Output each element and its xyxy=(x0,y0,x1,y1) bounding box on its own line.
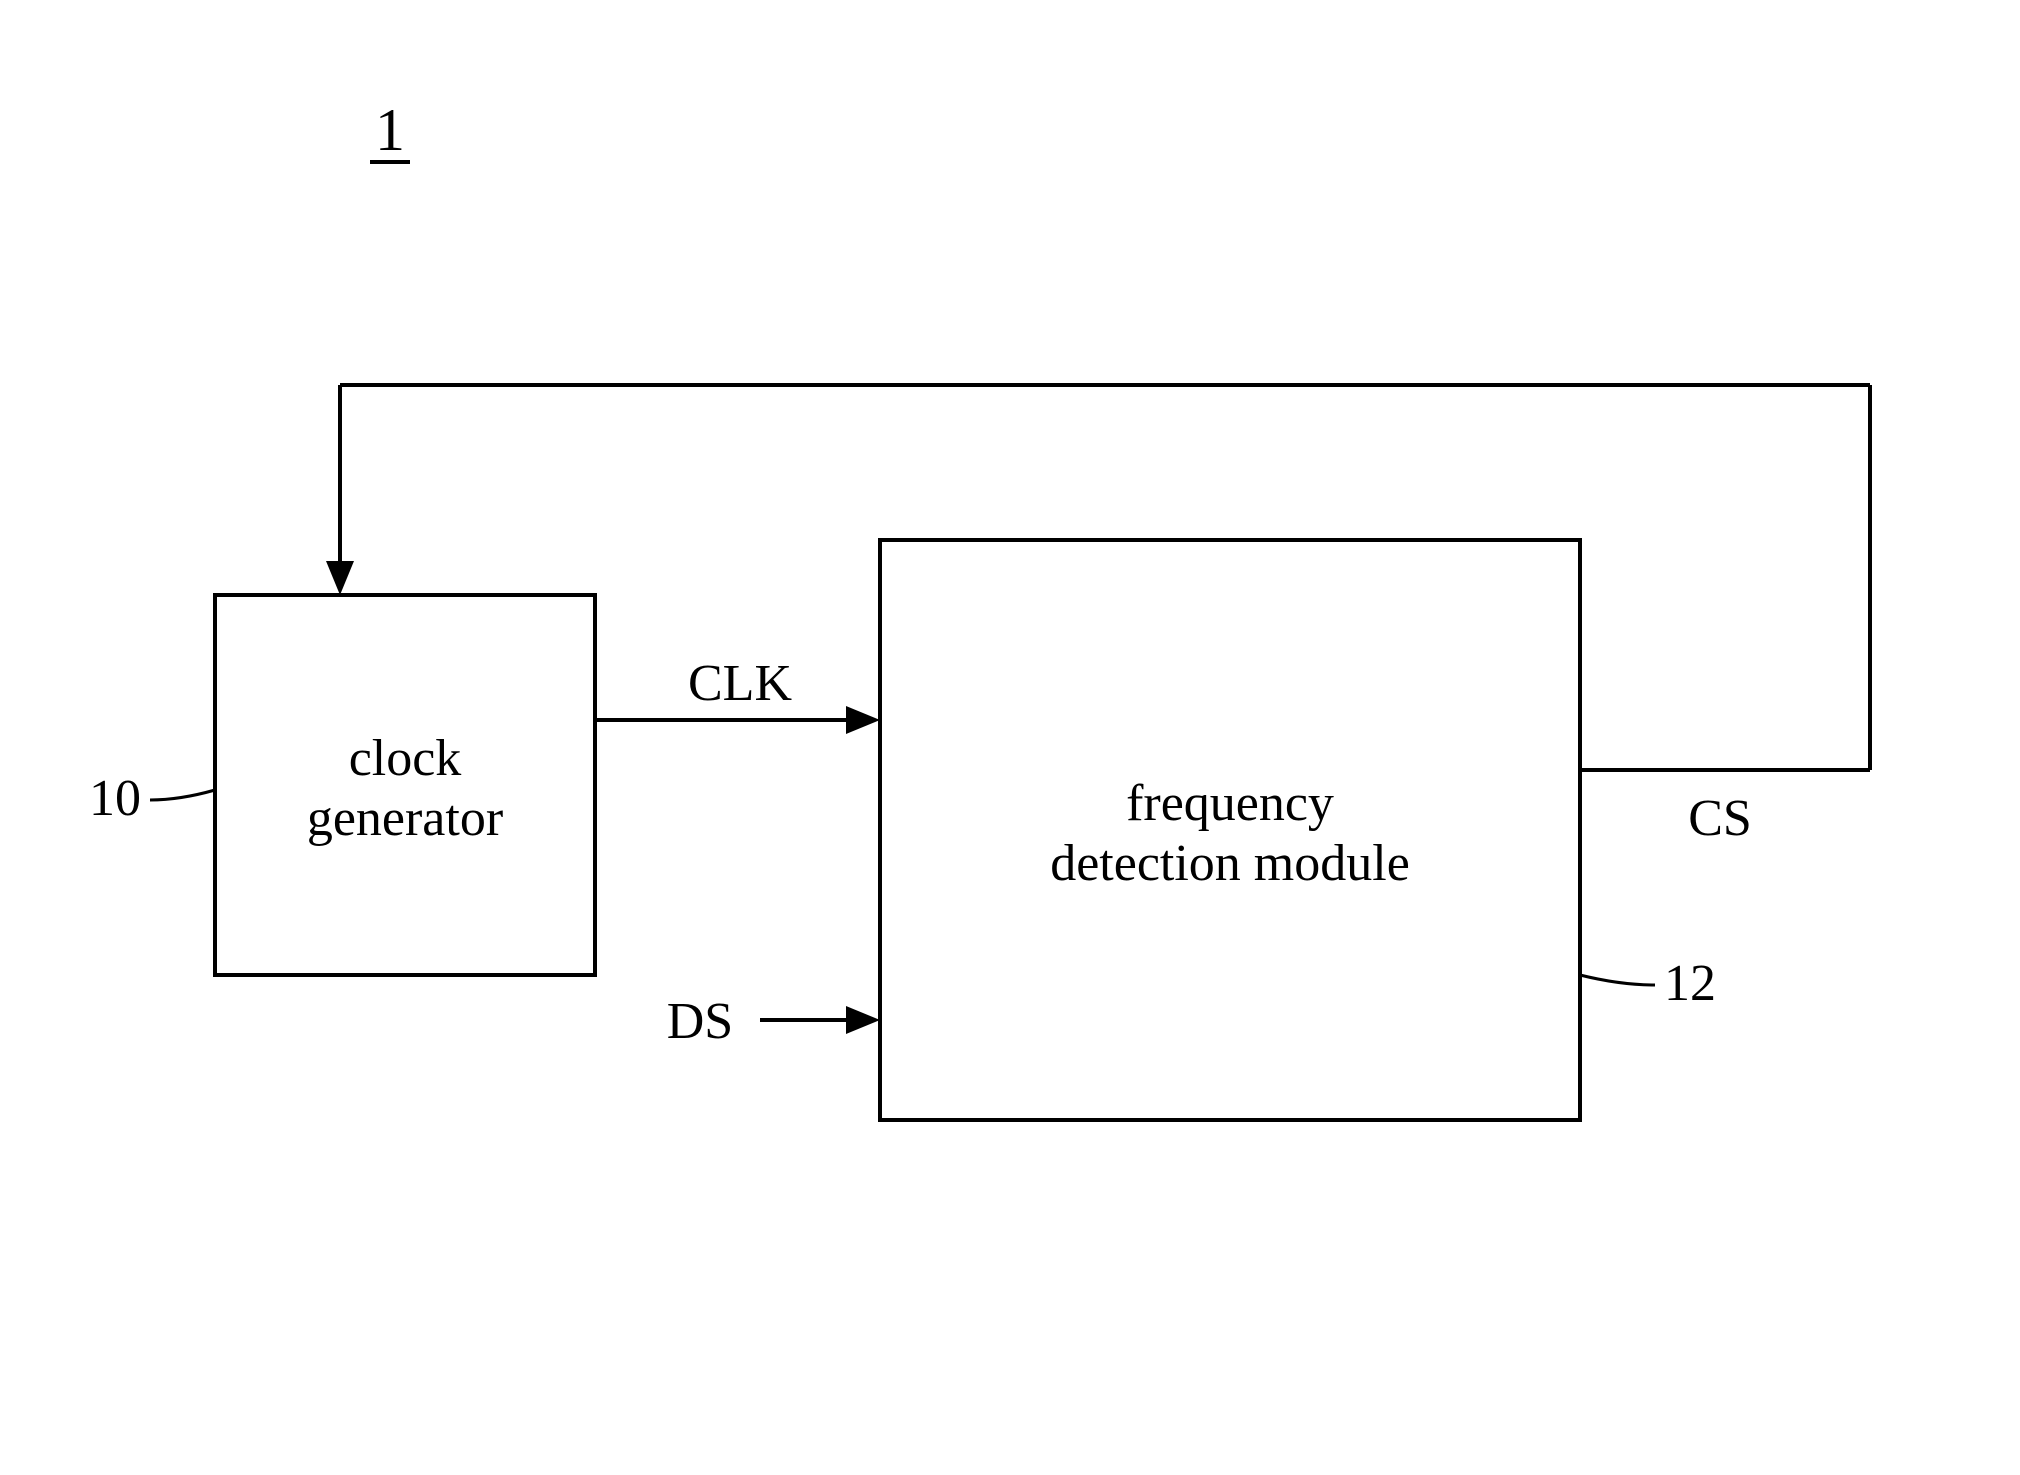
freq-detection-label-line2: detection module xyxy=(1050,835,1410,892)
clock-generator-label-line2: generator xyxy=(307,790,503,847)
ref-10-label: 10 xyxy=(89,770,141,827)
ds-label: DS xyxy=(667,993,733,1050)
figure-ref-label: 1 xyxy=(375,97,405,163)
ds-arrowhead xyxy=(846,1006,880,1034)
clk-label: CLK xyxy=(688,655,792,712)
freq-detection-label-line1: frequency xyxy=(1126,775,1334,832)
clock-generator-label-line1: clock xyxy=(349,730,462,787)
cs-label: CS xyxy=(1688,790,1752,847)
diagram-canvas: 1 clock generator 10 frequency detection… xyxy=(0,0,2020,1475)
clk-arrowhead xyxy=(846,706,880,734)
cs-arrowhead xyxy=(326,561,354,595)
ref-10-leader xyxy=(150,790,215,800)
ref-12-leader xyxy=(1580,975,1655,985)
ref-12-label: 12 xyxy=(1664,955,1716,1012)
